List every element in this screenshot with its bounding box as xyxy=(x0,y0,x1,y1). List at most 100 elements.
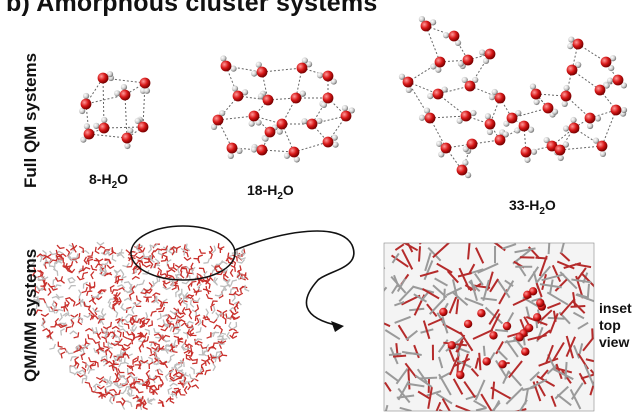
water-molecule xyxy=(159,379,164,388)
water-molecule xyxy=(65,299,70,308)
inset-water-stick xyxy=(546,291,569,306)
hydrogen-atom xyxy=(514,127,521,134)
water-molecule xyxy=(173,329,181,335)
water-molecule xyxy=(142,380,149,387)
hydrogen-atom xyxy=(486,128,494,136)
inset-water-stick xyxy=(437,339,449,353)
water-molecule xyxy=(168,247,176,253)
water-molecule xyxy=(172,263,178,271)
water-molecule xyxy=(149,341,157,347)
water-molecule xyxy=(53,284,62,289)
water-molecule xyxy=(209,353,217,359)
water-molecule xyxy=(231,293,236,302)
water-molecule xyxy=(212,276,218,285)
inset-water-stick xyxy=(495,341,504,355)
oxygen-atom xyxy=(420,20,432,32)
water-molecule xyxy=(133,380,141,386)
water-molecule xyxy=(184,323,193,329)
water-molecule xyxy=(226,279,232,287)
water-molecule xyxy=(112,302,118,311)
water-molecule xyxy=(81,250,90,255)
water-molecule xyxy=(187,382,192,391)
water-molecule xyxy=(173,339,178,349)
water-molecule xyxy=(141,339,146,348)
water-molecule xyxy=(118,375,127,381)
water-molecule xyxy=(227,252,232,261)
inset-water-stick xyxy=(401,350,422,356)
water-molecule xyxy=(172,326,180,333)
water-molecule xyxy=(131,275,140,280)
inset-water-stick xyxy=(384,266,386,270)
inset-water-stick xyxy=(455,404,471,411)
inset-water-stick xyxy=(536,329,551,341)
water-molecule xyxy=(70,313,79,318)
water-molecule xyxy=(113,292,121,297)
water-molecule xyxy=(228,290,237,296)
hydrogen-atom xyxy=(562,125,570,132)
water-molecule xyxy=(157,248,163,256)
water-molecule xyxy=(87,334,94,340)
water-molecule xyxy=(69,365,77,370)
water-molecule xyxy=(49,331,54,340)
water-molecule xyxy=(183,385,188,395)
oxygen-atom xyxy=(518,120,530,132)
water-molecule xyxy=(199,366,205,374)
water-molecule xyxy=(215,312,220,321)
water-molecule xyxy=(206,332,212,339)
water-molecule xyxy=(191,266,196,275)
water-molecule xyxy=(152,346,160,353)
inset-water-stick xyxy=(575,267,587,282)
water-molecule xyxy=(153,355,159,363)
water-molecule xyxy=(83,256,88,265)
water-molecule xyxy=(138,344,143,353)
water-molecule xyxy=(149,260,154,269)
hydrogen-atom xyxy=(316,117,323,125)
water-molecule xyxy=(117,368,125,374)
water-molecule xyxy=(65,296,73,302)
oxygen-atom xyxy=(554,144,566,156)
water-molecule xyxy=(181,279,190,285)
inset-water-stick xyxy=(535,265,552,284)
water-molecule xyxy=(131,314,138,321)
water-molecule xyxy=(115,384,124,389)
water-molecule xyxy=(32,267,37,276)
hydrogen-atom xyxy=(331,134,338,141)
water-molecule xyxy=(155,333,164,339)
water-molecule xyxy=(229,268,234,278)
water-molecule xyxy=(30,258,36,266)
oxygen-atom xyxy=(530,88,542,100)
water-molecule xyxy=(171,247,175,256)
water-molecule xyxy=(232,321,238,330)
water-molecule xyxy=(131,305,135,315)
water-molecule xyxy=(191,384,200,389)
water-molecule xyxy=(111,331,116,340)
water-molecule xyxy=(136,388,144,394)
inset-oxygen-atom xyxy=(439,307,448,317)
water-molecule xyxy=(55,254,63,260)
water-molecule xyxy=(177,319,186,324)
water-molecule xyxy=(232,287,239,293)
water-molecule xyxy=(101,336,108,343)
oxygen-atom xyxy=(434,56,446,68)
water-molecule xyxy=(203,258,211,264)
water-molecule xyxy=(88,258,94,265)
water-molecule xyxy=(78,245,84,254)
water-molecule xyxy=(169,396,175,404)
inset-water-stick xyxy=(413,293,428,303)
hydrogen-atom xyxy=(609,55,617,62)
water-molecule xyxy=(218,332,227,338)
hydrogen-atom xyxy=(567,43,574,50)
hydrogen-atom xyxy=(551,108,559,115)
inset-water-stick xyxy=(395,367,409,385)
water-molecule xyxy=(177,308,184,315)
water-molecule xyxy=(217,335,224,341)
water-molecule xyxy=(40,312,50,317)
water-molecule xyxy=(48,258,53,268)
inset-water-stick xyxy=(401,248,414,270)
inset-water-stick xyxy=(394,243,405,251)
inset-water-stick xyxy=(491,381,496,400)
water-molecule xyxy=(116,401,124,406)
water-molecule xyxy=(139,319,144,328)
inset-water-stick xyxy=(456,340,464,353)
water-molecule xyxy=(152,292,161,297)
